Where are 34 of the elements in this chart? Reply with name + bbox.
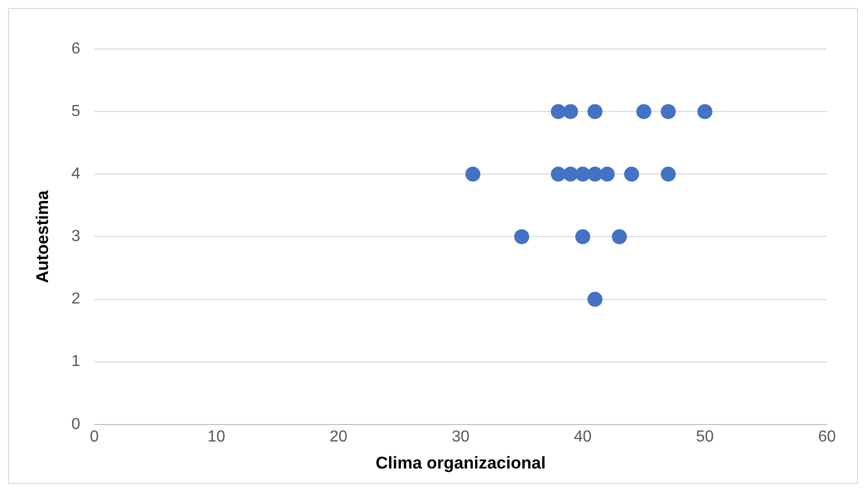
x-tick-label: 50 <box>696 428 714 446</box>
point <box>587 104 602 120</box>
y-tick-label: 4 <box>71 166 80 183</box>
point <box>697 104 712 120</box>
x-tick-label: 10 <box>208 428 226 446</box>
point <box>587 166 602 182</box>
point <box>563 104 578 120</box>
y-tick-label: 1 <box>71 353 80 370</box>
x-tick-label: 20 <box>330 428 348 446</box>
point <box>514 229 530 244</box>
y-tick-label: 6 <box>71 40 80 58</box>
y-tick-label: 5 <box>71 102 80 120</box>
point <box>587 292 602 307</box>
point <box>624 166 640 182</box>
point <box>600 166 615 182</box>
point <box>636 104 652 120</box>
y-axis-title: Autoestima <box>32 190 52 283</box>
x-tick-label: 60 <box>818 428 836 446</box>
y-tick-label: 0 <box>71 416 80 433</box>
point <box>575 229 590 244</box>
x-tick-label: 30 <box>452 428 470 446</box>
point <box>563 166 578 182</box>
y-tick-label: 2 <box>71 290 80 308</box>
x-tick-label: 40 <box>574 428 592 446</box>
point <box>660 104 676 120</box>
point <box>550 166 566 182</box>
point <box>612 229 627 244</box>
point <box>550 104 566 120</box>
point <box>465 166 480 182</box>
point <box>575 166 590 182</box>
x-axis-title: Clima organizacional <box>376 453 546 472</box>
y-tick-label: 3 <box>71 228 80 246</box>
point <box>660 166 676 182</box>
x-tick-label: 0 <box>90 428 99 446</box>
